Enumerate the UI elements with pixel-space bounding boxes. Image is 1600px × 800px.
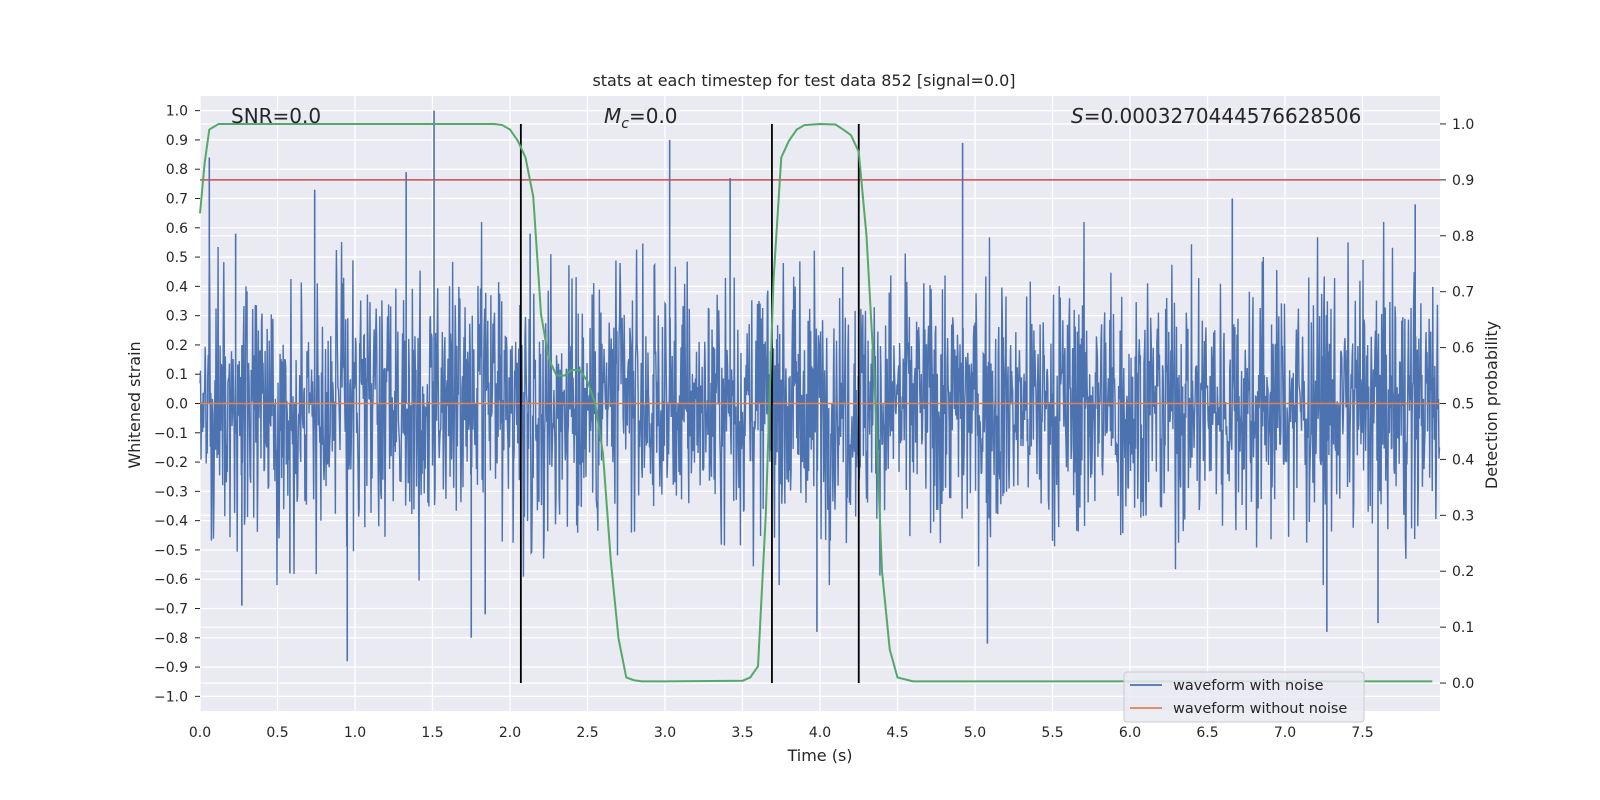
chirp-mass-value: =0.0 (629, 104, 678, 128)
x-tick-label: 5.5 (1041, 725, 1063, 741)
score-annotation: S=0.0003270444576628506 (1071, 104, 1361, 128)
x-tick-label: 3.5 (731, 725, 753, 741)
y2-tick-label: 0.3 (1452, 508, 1474, 524)
legend-label-waveform-with-noise: waveform with noise (1173, 678, 1324, 694)
legend-label-waveform-without-noise: waveform without noise (1173, 701, 1347, 717)
snr-annotation: SNR=0.0 (231, 104, 321, 128)
x-tick-label: 6.0 (1119, 725, 1141, 741)
chirp-mass-symbol: M (604, 104, 621, 128)
x-tick-label: 6.5 (1196, 725, 1218, 741)
chart-title: stats at each timestep for test data 852… (592, 71, 1015, 90)
y2-tick-label: 0.0 (1452, 676, 1474, 692)
x-tick-label: 3.0 (654, 725, 676, 741)
y-axis-ticks: 1.0 0.9 0.8 0.7 0.6 0.5 0.4 0.3 0.2 0.1 0.0 −0.1 −0.… (154, 104, 200, 705)
x-tick-label: 7.5 (1351, 725, 1373, 741)
y-tick-label: −0.9 (154, 660, 188, 676)
y2-tick-label: 0.6 (1452, 341, 1474, 357)
detection-probability-series (199, 122, 1433, 683)
y2-tick-label: 0.7 (1452, 285, 1474, 301)
y-tick-label: −1.0 (154, 689, 188, 705)
y2-tick-label: 1.0 (1452, 117, 1474, 133)
chirp-mass-annotation: Mc=0.0 (604, 104, 678, 132)
y2-tick-label: 0.1 (1452, 620, 1474, 636)
x-tick-label: 2.0 (499, 725, 521, 741)
y2-tick-label: 0.9 (1452, 173, 1474, 189)
y-tick-label: 0.1 (166, 367, 188, 383)
y2-tick-label: 0.8 (1452, 229, 1474, 245)
x-axis-ticks: 0.0 0.5 1.0 1.5 2.0 2.5 3.0 3.5 4.0 4.5 5.0 5.5 6.0 6… (189, 725, 1374, 741)
x-tick-label: 1.5 (421, 725, 443, 741)
y-tick-label: 0.4 (166, 279, 188, 295)
x-tick-label: 4.0 (809, 725, 831, 741)
score-value: =0.0003270444576628506 (1084, 104, 1362, 128)
y-tick-label: 0.2 (166, 338, 188, 354)
y-tick-label: 0.0 (166, 397, 188, 413)
legend-box (1123, 671, 1365, 723)
y-tick-label: −0.1 (154, 426, 188, 442)
y-tick-label: 0.8 (166, 162, 188, 178)
x-tick-label: 0.0 (189, 725, 211, 741)
chirp-mass-subscript: c (621, 116, 629, 132)
y-tick-label: 0.7 (166, 192, 188, 208)
y-tick-label: −0.7 (154, 602, 188, 618)
y-tick-label: −0.2 (154, 455, 188, 471)
y-tick-label: −0.6 (154, 572, 188, 588)
y-tick-label: 0.3 (166, 309, 188, 325)
y-tick-label: 0.5 (166, 250, 188, 266)
waveform-with-noise-series (199, 110, 1441, 662)
y-tick-label: −0.4 (154, 514, 188, 530)
x-tick-label: 7.0 (1274, 725, 1296, 741)
y-tick-label: −0.3 (154, 484, 188, 500)
x-tick-label: 5.0 (964, 725, 986, 741)
y2-axis-label: Detection probability (1482, 321, 1501, 489)
x-tick-label: 2.5 (576, 725, 598, 741)
y2-tick-label: 0.4 (1452, 452, 1474, 468)
y-tick-label: 1.0 (166, 104, 188, 120)
x-tick-label: 4.5 (886, 725, 908, 741)
y-tick-label: 0.9 (166, 133, 188, 149)
event-marker-lines (519, 123, 860, 684)
x-tick-label: 1.0 (344, 725, 366, 741)
detection-probability-line (199, 122, 1433, 683)
score-symbol: S (1071, 104, 1084, 128)
y2-tick-label: 0.2 (1452, 564, 1474, 580)
y2-axis-ticks: 1.0 0.9 0.8 0.7 0.6 0.5 0.4 0.3 0.2 0.1 0.0 (1440, 117, 1474, 692)
x-axis-label: Time (s) (786, 746, 852, 765)
y2-tick-label: 0.5 (1452, 397, 1474, 413)
legend: waveform with noise waveform without noi… (1123, 671, 1365, 723)
y-axis-label: Whitened strain (125, 341, 144, 468)
y-tick-label: 0.6 (166, 221, 188, 237)
x-tick-label: 0.5 (266, 725, 288, 741)
y-tick-label: −0.8 (154, 631, 188, 647)
y-tick-label: −0.5 (154, 543, 188, 559)
